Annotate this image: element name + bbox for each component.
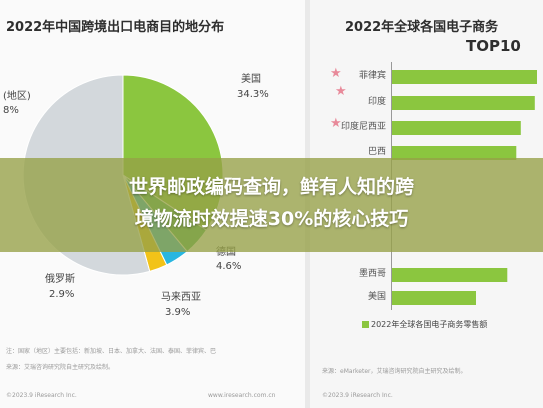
- legend-label: 2022年全球各国电子商务零售额: [371, 320, 488, 329]
- bar-2: [392, 96, 535, 110]
- left-footnote-note: 注：国家（地区）主要包括：新加坡、日本、加拿大、法国、泰国、菲律宾、巴: [6, 348, 217, 355]
- pie-label-germany: 德国: [216, 247, 236, 258]
- bar-chart: [392, 70, 537, 305]
- bar-category-1: 菲律宾: [358, 71, 386, 81]
- banner-headline-line2: 境物流时效提速30%的核心技巧: [134, 208, 409, 230]
- bar-category-9: 墨西哥: [358, 269, 386, 279]
- pie-value-malaysia: 3.9%: [165, 307, 191, 318]
- left-footnote-copyright: ©2023.9 iResearch Inc.: [6, 392, 77, 399]
- pie-value-germany: 4.6%: [216, 261, 242, 272]
- bar-category-2: 印度: [367, 97, 386, 107]
- pie-value-other: 8%: [3, 105, 19, 116]
- left-footnote-url: www.iresearch.com.cn: [208, 392, 276, 399]
- right-footnote-source: 来源：eMarketer，艾瑞咨询研究院自主研究及绘制。: [322, 368, 467, 375]
- pie-label-russia: 俄罗斯: [45, 274, 75, 285]
- pie-label-malaysia: 马来西亚: [161, 292, 201, 303]
- right-chart-subtitle: TOP10: [466, 37, 521, 55]
- bar-6: [392, 291, 476, 305]
- bar-category-4: 巴西: [367, 147, 386, 157]
- bar-category-3: 印度尼西亚: [340, 122, 386, 132]
- right-chart-title: 2022年全球各国电子商务: [345, 20, 499, 35]
- pie-value-russia: 2.9%: [49, 289, 75, 300]
- bar-1: [392, 70, 537, 84]
- banner-headline-line1: 世界邮政编码查询，鲜有人知的跨: [128, 176, 414, 198]
- right-footnote-copyright: ©2023.9 iResearch Inc.: [322, 392, 393, 399]
- star-icon: ★: [330, 116, 342, 131]
- bar-4: [392, 146, 517, 160]
- pie-value-usa: 34.3%: [237, 89, 269, 100]
- title-banner: [0, 158, 543, 252]
- left-chart-title: 2022年中国跨境出口电商目的地分布: [6, 20, 225, 35]
- bar-3: [392, 121, 521, 135]
- left-footnote-source: 来源：艾瑞咨询研究院自主研究及绘制。: [6, 364, 115, 371]
- bar-5: [392, 268, 508, 282]
- pie-label-usa: 美国: [241, 74, 261, 85]
- bar-category-10: 美国: [367, 292, 386, 302]
- legend-swatch: [362, 321, 369, 328]
- pie-label-other: (地区): [3, 91, 31, 102]
- star-icon: ★: [330, 66, 342, 81]
- star-icon: ★: [335, 84, 347, 99]
